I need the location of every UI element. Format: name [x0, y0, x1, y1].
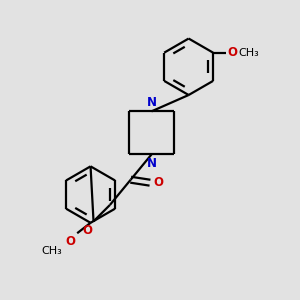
Text: O: O: [66, 235, 76, 248]
Text: N: N: [146, 96, 157, 109]
Text: CH₃: CH₃: [42, 246, 62, 256]
Text: O: O: [82, 224, 92, 237]
Text: O: O: [154, 176, 164, 189]
Text: N: N: [146, 157, 157, 170]
Text: CH₃: CH₃: [238, 48, 259, 58]
Text: O: O: [227, 46, 237, 59]
